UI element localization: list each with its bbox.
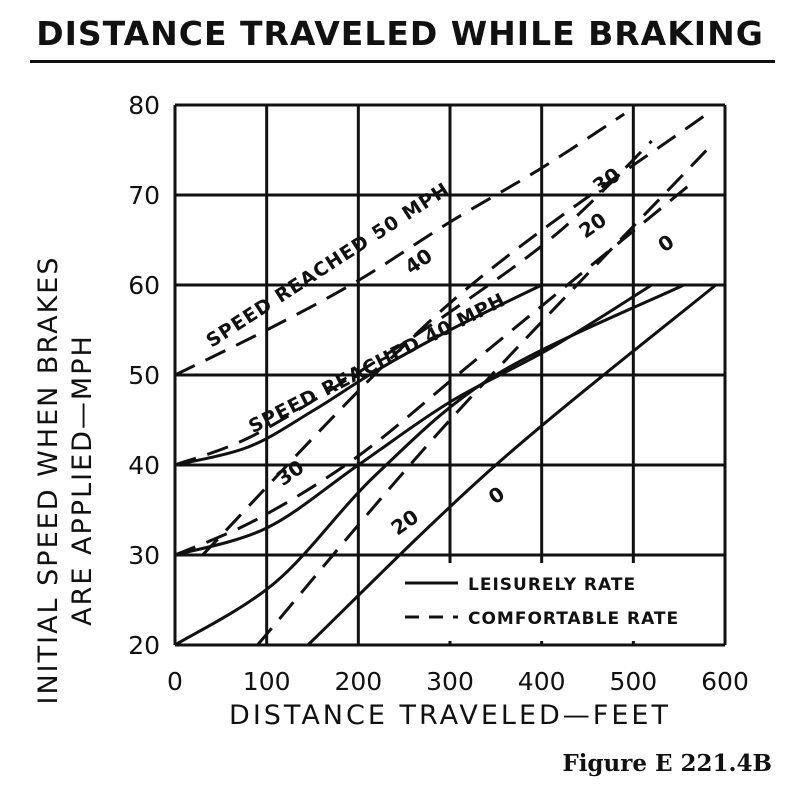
x-tick-label: 300	[426, 667, 474, 696]
y-tick-label: 80	[128, 91, 160, 120]
series-number-label: 0	[653, 229, 678, 257]
legend-label-leisurely: LEISURELY RATE	[468, 575, 636, 595]
curves	[175, 112, 717, 645]
leisurely-curve-40	[175, 283, 543, 467]
x-tick-label: 100	[243, 667, 291, 696]
comfortable-curve-40	[175, 139, 653, 467]
figure-caption: Figure E 221.4B	[562, 750, 772, 777]
comfortable-curve-50	[175, 112, 626, 377]
y-tick-label: 30	[128, 541, 160, 570]
title-underline	[30, 60, 775, 63]
y-tick-label: 20	[128, 631, 160, 660]
leisurely-curve-0	[306, 283, 717, 645]
series-number-label: 30	[272, 455, 309, 491]
comfortable-curve-30	[175, 184, 690, 557]
legend: LEISURELY RATE COMFORTABLE RATE	[395, 563, 720, 641]
series-number-label: 30	[588, 162, 625, 198]
chart-title: DISTANCE TRAVELED WHILE BRAKING	[36, 14, 764, 53]
comfortable-curve-0	[256, 148, 708, 645]
x-axis-ticks: 0 100 200 300 400 500 600	[167, 667, 749, 696]
x-tick-label: 600	[701, 667, 749, 696]
series-number-label: 0	[484, 481, 509, 509]
series-number-label: 40	[400, 243, 437, 279]
y-tick-label: 70	[128, 181, 160, 210]
y-axis-label: INITIAL SPEED WHEN BRAKES ARE APPLIED—MP…	[33, 255, 98, 705]
x-tick-label: 0	[167, 667, 183, 696]
y-tick-label: 40	[128, 451, 160, 480]
y-axis-ticks: 20 30 40 50 60 70 80	[128, 91, 160, 660]
x-tick-label: 500	[609, 667, 657, 696]
y-tick-label: 50	[128, 361, 160, 390]
comfortable-curve-20	[201, 112, 708, 557]
x-tick-label: 200	[334, 667, 382, 696]
grid	[173, 103, 727, 647]
y-tick-label: 60	[128, 271, 160, 300]
x-tick-label: 400	[518, 667, 566, 696]
legend-label-comfortable: COMFORTABLE RATE	[468, 609, 679, 629]
x-axis-label: DISTANCE TRAVELED—FEET	[229, 700, 671, 731]
legend-box	[395, 563, 720, 641]
series-number-label: 20	[386, 504, 423, 540]
leisurely-curve-30	[175, 283, 653, 557]
